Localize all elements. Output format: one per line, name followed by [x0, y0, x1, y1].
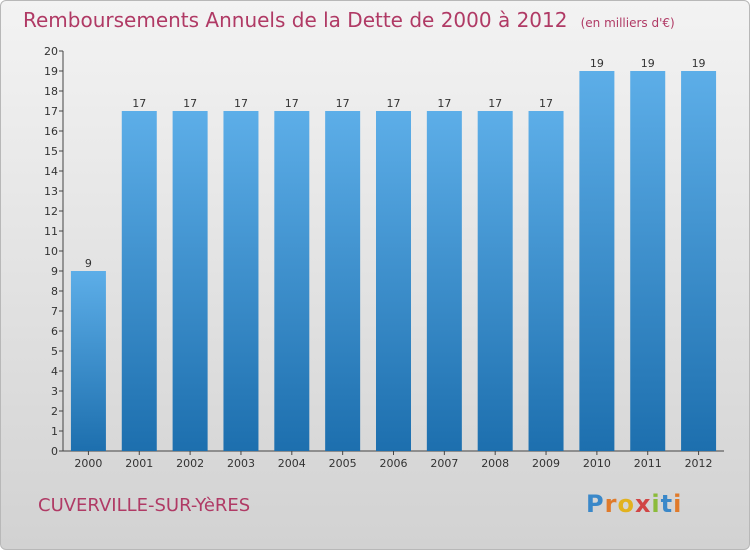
y-tick-label: 15	[44, 145, 58, 158]
bar	[579, 71, 615, 451]
y-tick-label: 9	[51, 265, 58, 278]
x-tick-label: 2012	[685, 457, 713, 470]
bar	[426, 111, 462, 451]
bar-value-label: 9	[85, 257, 92, 270]
bar-value-label: 17	[234, 97, 248, 110]
y-tick-label: 3	[51, 385, 58, 398]
bar	[376, 111, 411, 451]
bar	[223, 111, 259, 451]
y-tick-label: 4	[51, 365, 58, 378]
bar-value-label: 19	[692, 57, 706, 70]
y-tick-label: 17	[44, 105, 58, 118]
bar-value-label: 17	[183, 97, 197, 110]
y-tick-label: 11	[44, 225, 58, 238]
bar-value-label: 17	[437, 97, 451, 110]
y-tick-label: 19	[44, 65, 58, 78]
y-tick-label: 12	[44, 205, 58, 218]
y-tick-label: 13	[44, 185, 58, 198]
y-tick-label: 18	[44, 85, 58, 98]
y-tick-label: 5	[51, 345, 58, 358]
y-tick-label: 2	[51, 405, 58, 418]
x-tick-label: 2004	[278, 457, 306, 470]
bar-value-label: 19	[641, 57, 655, 70]
y-tick-label: 8	[51, 285, 58, 298]
x-tick-label: 2005	[329, 457, 357, 470]
x-tick-label: 2002	[176, 457, 204, 470]
x-tick-label: 2007	[430, 457, 458, 470]
bar	[477, 111, 513, 451]
bar-value-label: 17	[285, 97, 299, 110]
x-tick-label: 2008	[481, 457, 509, 470]
bar	[630, 71, 666, 451]
chart-bars: 9 17 17 17 17 17 17 17 17 17 19 19 19	[70, 57, 717, 451]
y-tick-label: 10	[44, 245, 58, 258]
bar	[325, 111, 361, 451]
bar	[172, 111, 208, 451]
bar-value-label: 17	[132, 97, 146, 110]
y-tick-label: 20	[44, 45, 58, 58]
bar	[528, 111, 564, 451]
x-tick-label: 2010	[583, 457, 611, 470]
bar-value-label: 19	[590, 57, 604, 70]
bar	[274, 111, 310, 451]
x-tick-label: 2001	[125, 457, 153, 470]
proxiti-logo: Proxiti	[586, 490, 683, 518]
chart-title-unit: (en milliers d'€)	[580, 16, 675, 30]
y-tick-label: 16	[44, 125, 58, 138]
y-tick-label: 1	[51, 425, 58, 438]
bar	[681, 71, 717, 451]
commune-name: CUVERVILLE-SUR-YèRES	[38, 495, 251, 516]
bar-value-label: 17	[539, 97, 553, 110]
chart-title-main: Remboursements Annuels de la Dette de 20…	[23, 8, 568, 32]
y-tick-label: 14	[44, 165, 58, 178]
x-tick-label: 2009	[532, 457, 560, 470]
chart-title: Remboursements Annuels de la Dette de 20…	[23, 8, 675, 32]
bar-value-label: 17	[387, 97, 401, 110]
bar-value-label: 17	[336, 97, 350, 110]
y-tick-label: 0	[51, 445, 58, 458]
x-tick-label: 2000	[74, 457, 102, 470]
bar-value-label: 17	[488, 97, 502, 110]
bar	[121, 111, 157, 451]
x-tick-label: 2006	[380, 457, 408, 470]
bar	[70, 271, 106, 451]
x-tick-label: 2011	[634, 457, 662, 470]
x-tick-label: 2003	[227, 457, 255, 470]
y-tick-label: 7	[51, 305, 58, 318]
y-tick-label: 6	[51, 325, 58, 338]
